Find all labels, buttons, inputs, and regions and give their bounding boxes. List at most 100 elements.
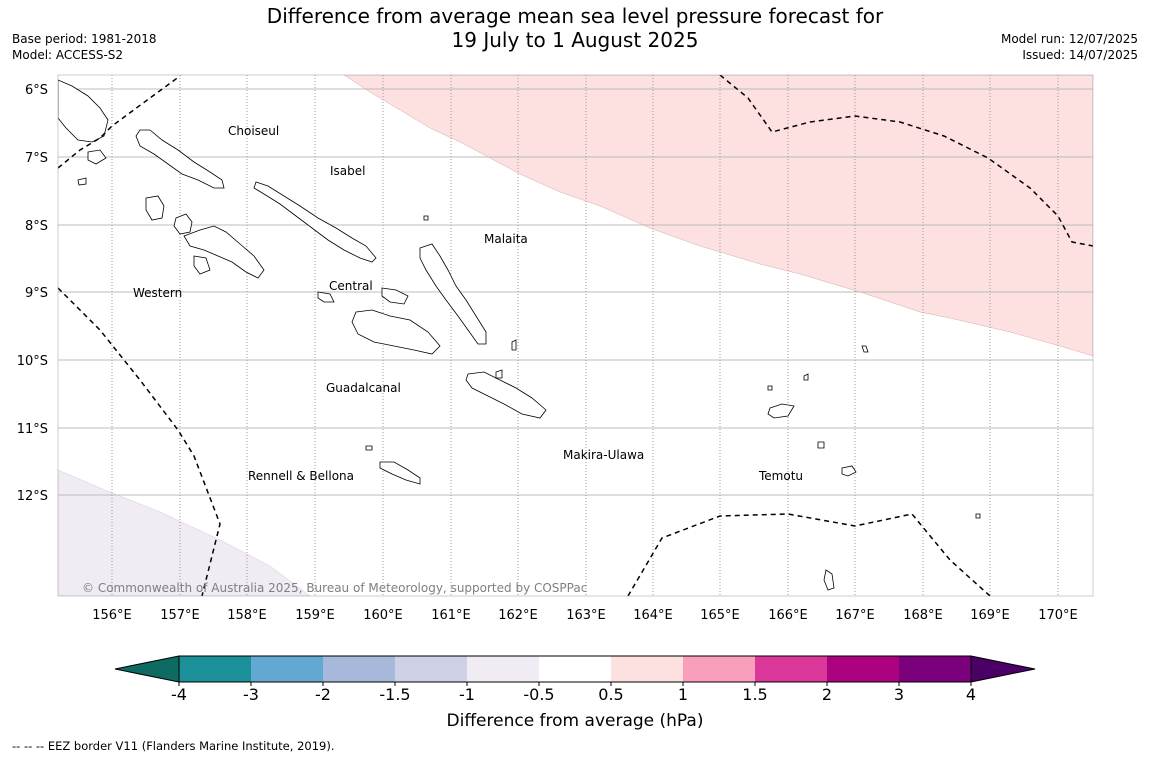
lon-label: 160°E bbox=[363, 608, 403, 623]
bougainville-island bbox=[58, 79, 109, 143]
rendova-island bbox=[193, 255, 211, 275]
reef-islands bbox=[803, 373, 809, 381]
lon-label: 159°E bbox=[295, 608, 335, 623]
copyright-text: © Commonwealth of Australia 2025, Bureau… bbox=[82, 581, 587, 595]
eez-border-west bbox=[58, 287, 221, 596]
eez-border-north-east bbox=[719, 75, 1093, 247]
colorbar-tick-label: -0.5 bbox=[523, 685, 554, 704]
province-labels: Choiseul Isabel Western Central Malaita … bbox=[133, 124, 803, 483]
vella-lavella-island bbox=[145, 195, 165, 221]
model-run: Model run: 12/07/2025 bbox=[1000, 32, 1138, 46]
utupua-island bbox=[817, 441, 825, 449]
eez-border-south-east bbox=[627, 513, 991, 596]
colorbar-tick-label: 2 bbox=[822, 685, 832, 704]
colorbar-tick-label: -3 bbox=[243, 685, 259, 704]
colorbar-segment bbox=[755, 656, 827, 682]
lat-label: 6°S bbox=[25, 83, 48, 98]
province-label: Malaita bbox=[484, 232, 528, 246]
positive-anomaly-area bbox=[343, 75, 1093, 357]
lon-label: 163°E bbox=[566, 608, 606, 623]
torres-islands bbox=[823, 569, 835, 591]
colorbar-outline bbox=[178, 655, 972, 683]
bellona-islet bbox=[365, 445, 373, 451]
colorbar-segment bbox=[683, 656, 755, 682]
shortland-islet bbox=[77, 177, 87, 186]
small-malaita-island bbox=[511, 339, 517, 351]
province-label: Rennell & Bellona bbox=[248, 469, 354, 483]
lat-labels: 6°S 7°S 8°S 9°S 10°S 11°S 12°S bbox=[17, 83, 48, 504]
vanikoro-island bbox=[841, 465, 857, 477]
makira-island bbox=[465, 371, 547, 419]
colorbar-segment bbox=[467, 656, 539, 682]
eez-border bbox=[58, 75, 1093, 596]
lon-labels: 156°E 157°E 158°E 159°E 160°E 161°E 162°… bbox=[92, 608, 1078, 623]
new-georgia-island bbox=[183, 225, 265, 279]
lon-label: 156°E bbox=[92, 608, 132, 623]
province-label: Central bbox=[329, 279, 373, 293]
colorbar-extend-high bbox=[970, 655, 1036, 683]
map-frame bbox=[57, 74, 1094, 597]
province-label: Isabel bbox=[330, 164, 365, 178]
colorbar-extend-low bbox=[114, 655, 180, 683]
ontong-islet bbox=[423, 215, 429, 221]
guadalcanal-island bbox=[351, 309, 441, 355]
lon-label: 167°E bbox=[835, 608, 875, 623]
meta-left: Base period: 1981-2018 Model: ACCESS-S2 bbox=[12, 31, 157, 63]
colorbar-segment bbox=[899, 656, 971, 682]
tikopia-islet bbox=[975, 513, 981, 519]
lat-label: 9°S bbox=[25, 286, 48, 301]
lon-label: 157°E bbox=[160, 608, 200, 623]
lat-label: 11°S bbox=[17, 422, 48, 437]
nggela-islands bbox=[381, 287, 409, 305]
lat-gridlines bbox=[58, 88, 1093, 496]
colorbar-tick-label: 4 bbox=[966, 685, 976, 704]
colorbar-tick-label: -1 bbox=[459, 685, 475, 704]
negative-anomaly-area bbox=[58, 469, 311, 596]
colorbar-tick-label: -2 bbox=[315, 685, 331, 704]
bougainville-south-island bbox=[87, 149, 107, 165]
chart-title: Difference from average mean sea level p… bbox=[0, 4, 1150, 52]
colorbar: -4 -3 -2 -1.5 -1 -0.5 0.5 1 1.5 2 3 4 bbox=[114, 655, 1036, 704]
sikaiana-islet bbox=[861, 345, 869, 353]
russell-islands bbox=[317, 291, 335, 303]
lon-label: 158°E bbox=[227, 608, 267, 623]
choiseul-island bbox=[135, 129, 225, 189]
colorbar-segment bbox=[251, 656, 323, 682]
ulawa-island bbox=[495, 369, 503, 379]
lat-label: 12°S bbox=[17, 489, 48, 504]
colorbar-label: Difference from average (hPa) bbox=[447, 711, 704, 731]
lon-label: 168°E bbox=[903, 608, 943, 623]
santa-isabel-island bbox=[253, 181, 377, 263]
colorbar-tick-label: 3 bbox=[894, 685, 904, 704]
anomaly-shading bbox=[58, 75, 1093, 596]
province-label: Makira-Ulawa bbox=[563, 448, 644, 462]
province-label: Guadalcanal bbox=[326, 381, 401, 395]
colorbar-tick-label: 0.5 bbox=[598, 685, 623, 704]
colorbar-tick-label: 1 bbox=[678, 685, 688, 704]
issued-date: Issued: 14/07/2025 bbox=[1022, 48, 1138, 62]
kolombangara-island bbox=[173, 213, 193, 235]
province-label: Choiseul bbox=[228, 124, 279, 138]
colorbar-tick-label: 1.5 bbox=[742, 685, 767, 704]
tinakula-islet bbox=[767, 385, 773, 391]
colorbar-tick-label: -4 bbox=[171, 685, 187, 704]
colorbar-segment bbox=[611, 656, 683, 682]
model-name: Model: ACCESS-S2 bbox=[12, 48, 124, 62]
lon-label: 164°E bbox=[633, 608, 673, 623]
meta-right: Model run: 12/07/2025 Issued: 14/07/2025 bbox=[1001, 31, 1138, 63]
rennell-island bbox=[379, 461, 421, 485]
malaita-island bbox=[419, 243, 487, 345]
eez-legend-note: -- -- -- EEZ border V11 (Flanders Marine… bbox=[12, 739, 335, 753]
lat-label: 8°S bbox=[25, 219, 48, 234]
colorbar-segment bbox=[539, 656, 611, 682]
colorbar-segment bbox=[323, 656, 395, 682]
graticule bbox=[58, 75, 1093, 596]
coastlines bbox=[58, 79, 981, 591]
nendo-island bbox=[767, 403, 795, 419]
lon-label: 166°E bbox=[768, 608, 808, 623]
lon-label: 170°E bbox=[1038, 608, 1078, 623]
lon-label: 161°E bbox=[431, 608, 471, 623]
colorbar-ticks: -4 -3 -2 -1.5 -1 -0.5 0.5 1 1.5 2 3 4 bbox=[171, 682, 976, 704]
lat-label: 7°S bbox=[25, 151, 48, 166]
